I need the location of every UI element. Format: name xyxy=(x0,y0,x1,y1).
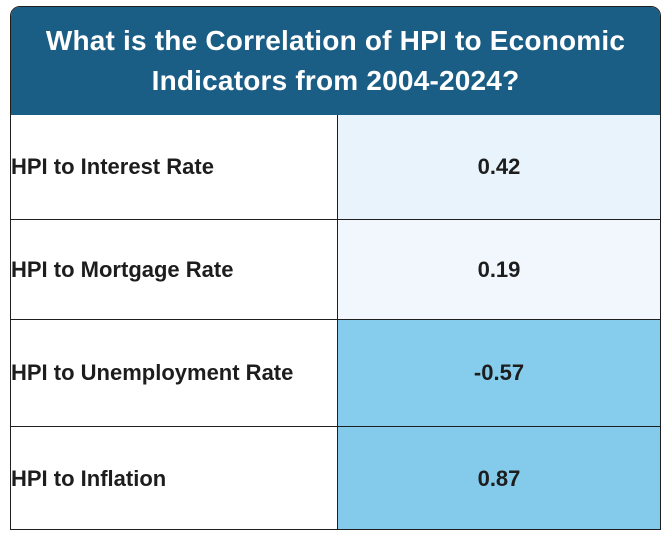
table-row: HPI to Unemployment Rate -0.57 xyxy=(11,319,660,427)
row-value: -0.57 xyxy=(337,319,660,427)
row-label: HPI to Interest Rate xyxy=(11,115,338,220)
table-row: HPI to Mortgage Rate 0.19 xyxy=(11,219,660,320)
table-title: What is the Correlation of HPI to Econom… xyxy=(11,7,660,115)
row-value: 0.42 xyxy=(337,115,660,220)
table-row: HPI to Interest Rate 0.42 xyxy=(11,115,660,220)
row-label: HPI to Mortgage Rate xyxy=(11,219,338,320)
row-value: 0.19 xyxy=(337,219,660,320)
row-label: HPI to Inflation xyxy=(11,426,338,529)
correlation-table-card: What is the Correlation of HPI to Econom… xyxy=(10,6,661,530)
row-value: 0.87 xyxy=(337,426,660,529)
correlation-table: HPI to Interest Rate 0.42 HPI to Mortgag… xyxy=(11,115,660,529)
row-label: HPI to Unemployment Rate xyxy=(11,319,338,427)
table-row: HPI to Inflation 0.87 xyxy=(11,426,660,529)
